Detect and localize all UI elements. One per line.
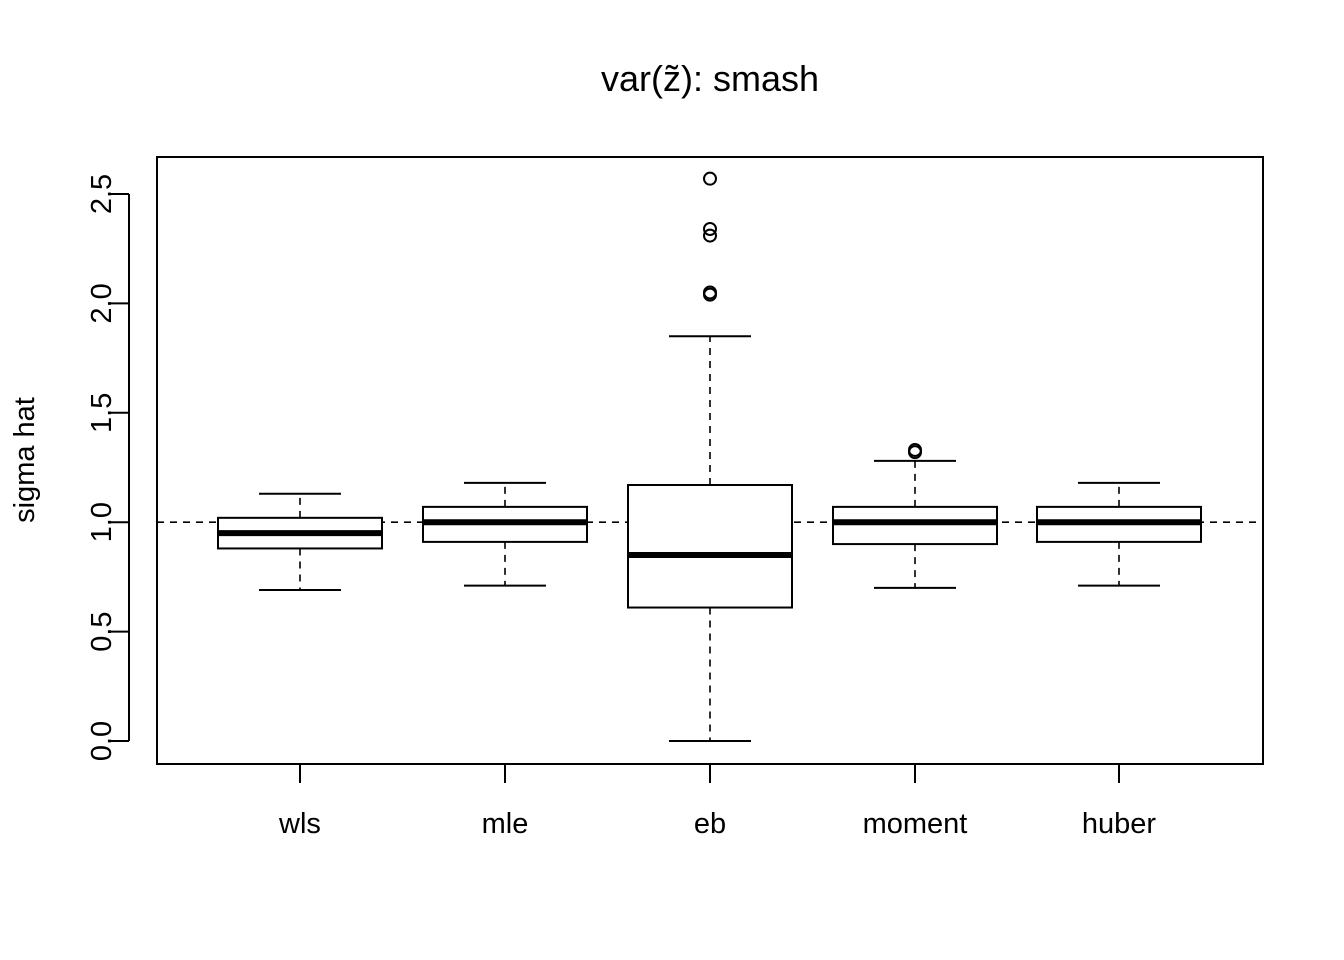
eb-box: [627, 484, 793, 609]
chart-title: var(z̃): smash: [601, 58, 819, 99]
chart-marks: 0.0 0.5 1.0 1.5 2.0 2.5 wls mle eb moment huber: [86, 171, 1263, 840]
x-tick-label-huber: huber: [1082, 808, 1157, 840]
x-tick-label-mle: mle: [482, 808, 529, 840]
y-tick-label-3: 1.5: [86, 393, 118, 433]
y-tick-label-1: 0.5: [86, 611, 118, 651]
eb-outlier-2: [703, 228, 717, 243]
x-tick-label-moment: moment: [863, 808, 968, 840]
x-tick-label-wls: wls: [278, 808, 321, 840]
y-tick-label-4: 2.0: [86, 283, 118, 323]
eb-outlier-3: [703, 222, 717, 237]
y-axis-label: sigma hat: [9, 397, 41, 523]
x-tick-label-eb: eb: [694, 808, 726, 840]
eb-outlier-1: [703, 285, 717, 300]
eb-outlier-4: [703, 171, 717, 186]
moment-outlier-1: [908, 442, 922, 457]
y-tick-label-2: 1.0: [86, 502, 118, 542]
moment-box: [832, 505, 998, 546]
y-tick-label-0: 0.0: [86, 721, 118, 761]
y-tick-label-5: 2.5: [86, 174, 118, 214]
